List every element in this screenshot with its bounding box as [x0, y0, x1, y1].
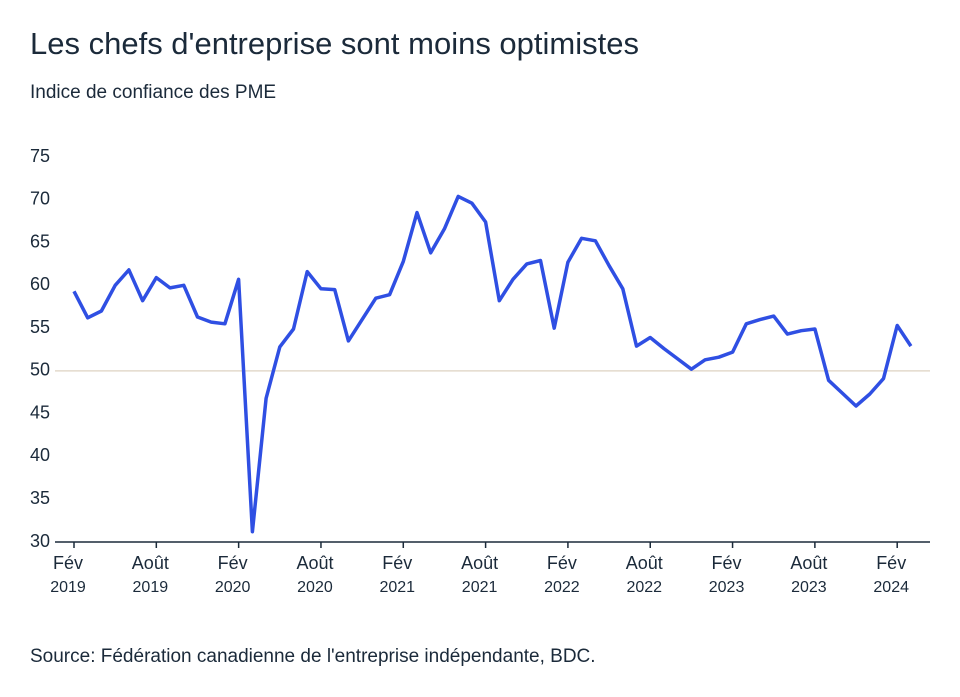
- y-tick-label: 60: [30, 274, 50, 294]
- y-tick-label: 45: [30, 402, 50, 422]
- x-tick-label: Fév 2021: [379, 553, 415, 596]
- y-tick-label: 35: [30, 488, 50, 508]
- x-tick-label: Août 2022: [626, 553, 663, 596]
- y-tick-label: 40: [30, 445, 50, 465]
- y-tick-label: 70: [30, 189, 50, 209]
- x-tick-label: Août 2023: [790, 553, 827, 596]
- y-tick-label: 55: [30, 317, 50, 337]
- chart-subtitle: Indice de confiance des PME: [30, 82, 276, 103]
- data-line: [72, 194, 913, 534]
- y-tick-label: 75: [30, 146, 50, 166]
- x-tick-label: Fév 2024: [873, 553, 909, 596]
- x-tick-label: Fév 2022: [544, 553, 580, 596]
- x-tick-label: Août 2019: [132, 553, 169, 596]
- y-tick-label: 65: [30, 231, 50, 251]
- y-tick-label: 30: [30, 531, 50, 551]
- x-tick-label: Août 2021: [461, 553, 498, 596]
- y-tick-label: 50: [30, 360, 50, 380]
- source-note: Source: Fédération canadienne de l'entre…: [30, 646, 596, 667]
- x-tick-label: Août 2020: [296, 553, 333, 596]
- x-tick-label: Fév 2020: [215, 553, 251, 596]
- x-tick-label: Fév 2019: [50, 553, 86, 596]
- chart-title: Les chefs d'entreprise sont moins optimi…: [30, 26, 639, 61]
- x-tick-label: Fév 2023: [709, 553, 745, 596]
